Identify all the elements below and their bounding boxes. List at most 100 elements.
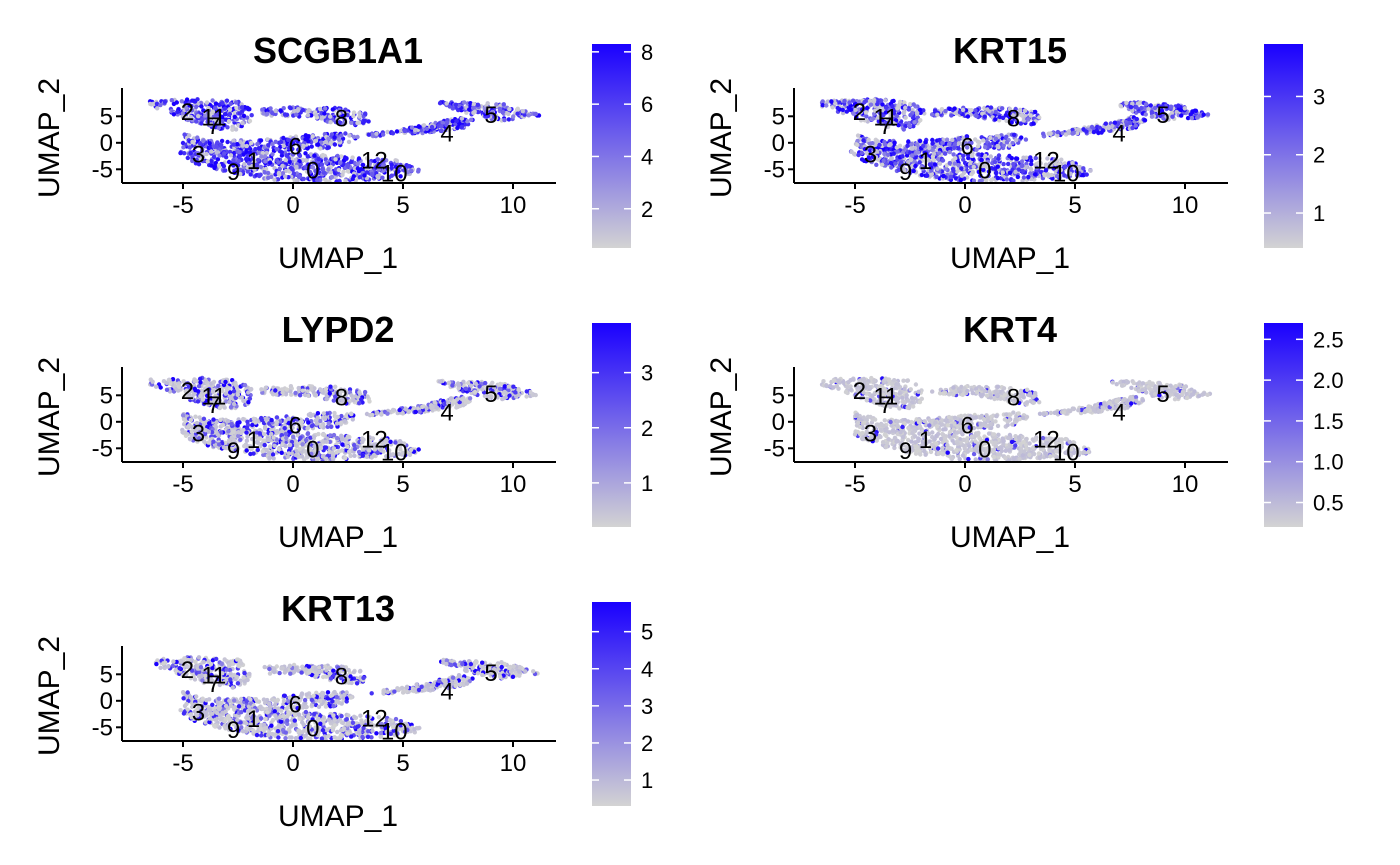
data-point — [944, 137, 950, 142]
data-point — [467, 107, 472, 112]
data-point — [1143, 102, 1149, 107]
colorbar — [592, 44, 631, 248]
data-point — [340, 442, 345, 447]
x-axis-title: UMAP_1 — [278, 242, 398, 275]
data-point — [891, 151, 896, 156]
data-point — [370, 412, 375, 418]
data-point — [205, 119, 210, 125]
data-point — [882, 151, 887, 157]
data-point — [235, 392, 240, 397]
data-point — [192, 99, 198, 104]
data-point — [211, 154, 217, 160]
data-point — [982, 114, 987, 119]
data-point — [851, 151, 857, 156]
data-point — [155, 106, 160, 111]
data-point — [237, 149, 242, 155]
data-point — [214, 144, 219, 149]
data-point — [225, 419, 231, 424]
data-point — [297, 148, 302, 153]
data-point — [320, 167, 326, 172]
data-point — [182, 132, 187, 137]
data-point — [199, 104, 204, 109]
cluster-label: 0 — [306, 157, 319, 184]
data-point — [974, 113, 979, 119]
data-point — [245, 115, 250, 120]
data-point — [1055, 129, 1061, 135]
data-point — [300, 388, 305, 393]
data-point — [940, 158, 946, 163]
data-point — [947, 149, 952, 155]
data-point — [215, 432, 220, 437]
data-point — [1205, 112, 1211, 117]
cluster-label: 6 — [289, 413, 302, 440]
data-point — [294, 112, 299, 117]
data-point — [897, 99, 903, 105]
data-point — [1106, 125, 1111, 131]
data-point — [153, 384, 159, 389]
data-point — [276, 170, 282, 176]
colorbar-label: 3 — [641, 361, 653, 386]
y-axis-title: UMAP_2 — [705, 78, 738, 198]
data-point — [217, 121, 223, 127]
cluster-label: 7 — [879, 113, 892, 140]
panel-title: KRT4 — [963, 309, 1057, 350]
data-point — [339, 413, 344, 419]
data-point — [185, 155, 190, 161]
data-point — [385, 129, 390, 135]
data-point — [222, 112, 228, 117]
data-point — [227, 111, 233, 117]
cluster-label: 4 — [440, 399, 453, 426]
data-point — [328, 114, 333, 119]
data-point — [929, 112, 935, 117]
x-tick-label: 5 — [396, 471, 409, 498]
cluster-label: 6 — [289, 134, 302, 161]
data-point — [328, 384, 333, 389]
data-point — [276, 160, 281, 165]
data-point — [973, 108, 978, 113]
data-point — [259, 415, 264, 421]
data-point — [913, 163, 918, 169]
data-point — [993, 136, 999, 141]
data-point — [357, 175, 362, 180]
panel-title: LYPD2 — [282, 309, 395, 350]
data-point — [343, 455, 348, 461]
data-point — [241, 416, 246, 422]
data-point — [1004, 177, 1009, 182]
data-point — [935, 156, 941, 162]
data-point — [885, 152, 891, 157]
data-point — [228, 396, 233, 401]
data-point — [212, 105, 218, 111]
data-point — [231, 138, 236, 143]
data-point — [900, 154, 905, 159]
data-point — [385, 411, 390, 416]
data-point — [333, 157, 338, 162]
data-point — [524, 394, 529, 399]
data-point — [296, 385, 301, 391]
data-point — [279, 150, 284, 155]
data-point — [158, 102, 163, 108]
data-point — [241, 398, 246, 403]
data-point — [909, 153, 915, 158]
data-point — [219, 142, 224, 148]
data-point — [180, 140, 186, 146]
data-point — [225, 139, 230, 145]
data-point — [272, 443, 277, 448]
data-point — [331, 432, 337, 438]
x-tick-label: 0 — [286, 192, 299, 219]
data-point — [332, 410, 337, 416]
cluster-label: 1 — [247, 427, 260, 454]
data-point — [940, 140, 945, 145]
data-point — [1026, 174, 1031, 180]
data-point — [1081, 166, 1086, 171]
data-point — [1076, 127, 1081, 132]
data-point — [824, 103, 829, 108]
data-point — [975, 144, 981, 149]
data-point — [266, 170, 271, 176]
data-point — [342, 419, 347, 424]
data-point — [932, 162, 938, 167]
data-point — [951, 152, 956, 157]
data-point — [462, 100, 467, 105]
data-point — [279, 450, 284, 455]
data-point — [467, 396, 473, 401]
